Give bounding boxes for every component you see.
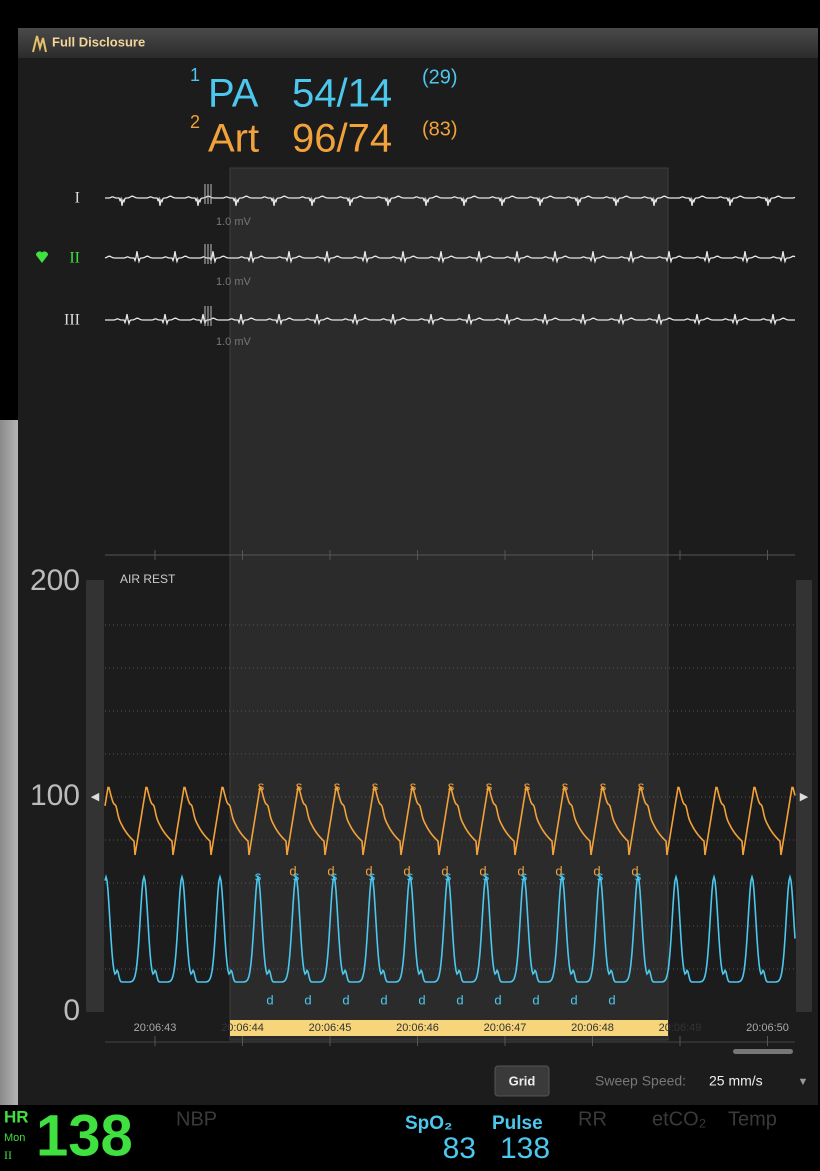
lead-label: III xyxy=(64,312,80,329)
lead-label: II xyxy=(69,250,80,267)
selection-highlight xyxy=(230,168,668,1040)
scroll-left-arrow[interactable]: ◀ xyxy=(91,791,100,803)
time-label: 20:06:44 xyxy=(221,1022,264,1034)
waveform-marker: s xyxy=(597,868,604,883)
waveform-marker: s xyxy=(600,778,607,793)
waveform-marker: d xyxy=(456,992,463,1007)
etco2-label: etCO₂ xyxy=(652,1108,706,1130)
waveform-marker: s xyxy=(407,868,414,883)
waveform-marker: s xyxy=(296,778,303,793)
waveform-marker: s xyxy=(562,778,569,793)
scale-label: 1.0 mV xyxy=(216,336,252,348)
scale-label: 1.0 mV xyxy=(216,216,252,228)
axis-label: 200 xyxy=(30,564,80,597)
waveform-marker: s xyxy=(293,868,300,883)
hr-value: 138 xyxy=(36,1103,133,1168)
waveform-marker: s xyxy=(486,778,493,793)
spo2-label: SpO₂ xyxy=(405,1113,453,1134)
waveform-marker: d xyxy=(418,992,425,1007)
time-label: 20:06:49 xyxy=(659,1022,702,1034)
waveform-marker: s xyxy=(334,778,341,793)
waveform-marker: s xyxy=(410,778,417,793)
rr-label: RR xyxy=(578,1108,607,1130)
waveform-marker: s xyxy=(369,868,376,883)
grid-button-label[interactable]: Grid xyxy=(509,1073,536,1088)
waveform-marker: s xyxy=(524,778,531,793)
sweep-value[interactable]: 25 mm/s xyxy=(709,1073,763,1089)
time-label: 20:06:43 xyxy=(134,1022,177,1034)
waveform-marker: s xyxy=(559,868,566,883)
art-mean: (83) xyxy=(422,118,458,140)
time-label: 20:06:48 xyxy=(571,1022,614,1034)
waveform-marker: d xyxy=(342,992,349,1007)
waveform-marker: d xyxy=(494,992,501,1007)
pa-index: 1 xyxy=(190,65,200,85)
waveform-marker: s xyxy=(483,868,490,883)
waveform-marker: s xyxy=(331,868,338,883)
hr-source: Mon xyxy=(4,1132,25,1144)
waveform-marker: d xyxy=(532,992,539,1007)
art-index: 2 xyxy=(190,112,200,132)
waveform-marker: s xyxy=(255,868,262,883)
h-scrollbar[interactable] xyxy=(733,1049,793,1054)
waveform-marker: s xyxy=(372,778,379,793)
waveform-marker: s xyxy=(258,778,265,793)
scroll-right-arrow[interactable]: ▶ xyxy=(800,791,809,803)
page: html, body { margin: 0; padding: 0; back… xyxy=(0,0,820,1171)
waveform-marker: d xyxy=(304,992,311,1007)
window-title: Full Disclosure xyxy=(52,34,145,49)
side-backdrop xyxy=(0,420,18,1110)
art-label: Art xyxy=(208,117,259,161)
time-label: 20:06:45 xyxy=(309,1022,352,1034)
body: {"window": {"title": "Full Disclosure"},… xyxy=(0,0,820,1171)
waveform-marker: d xyxy=(608,992,615,1007)
dropdown-arrow[interactable]: ▼ xyxy=(798,1076,809,1088)
pulse-value: 138 xyxy=(500,1132,550,1165)
waveform-marker: s xyxy=(638,778,645,793)
time-label: 20:06:47 xyxy=(484,1022,527,1034)
lead-label: I xyxy=(75,190,80,207)
spo2-value: 83 xyxy=(443,1132,476,1165)
hr-lead: II xyxy=(4,1148,12,1162)
scale-label: 1.0 mV xyxy=(216,276,252,288)
waveform-marker: s xyxy=(521,868,528,883)
axis-label: 100 xyxy=(30,779,80,812)
waveform-marker: s xyxy=(448,778,455,793)
nbp-label: NBP xyxy=(176,1108,217,1130)
pulse-label: Pulse xyxy=(492,1113,543,1134)
waveform-marker: d xyxy=(380,992,387,1007)
pa-value: 54/14 xyxy=(292,72,392,116)
time-label: 20:06:46 xyxy=(396,1022,439,1034)
time-label: 20:06:50 xyxy=(746,1022,789,1034)
monitor-screen: Full Disclosure 1 PA 54/14 (29) 2 Art 96… xyxy=(0,0,820,1171)
art-value: 96/74 xyxy=(292,117,392,161)
waveform-marker: d xyxy=(570,992,577,1007)
axis-label: 0 xyxy=(63,994,80,1027)
waveform-marker: d xyxy=(266,992,273,1007)
temp-label: Temp xyxy=(728,1108,777,1130)
sweep-label: Sweep Speed: xyxy=(595,1073,686,1089)
pa-label: PA xyxy=(208,72,259,116)
hr-label: HR xyxy=(4,1107,29,1126)
waveform-marker: s xyxy=(445,868,452,883)
waveform-marker: s xyxy=(635,868,642,883)
annotation: AIR REST xyxy=(120,572,176,586)
pa-mean: (29) xyxy=(422,66,458,88)
